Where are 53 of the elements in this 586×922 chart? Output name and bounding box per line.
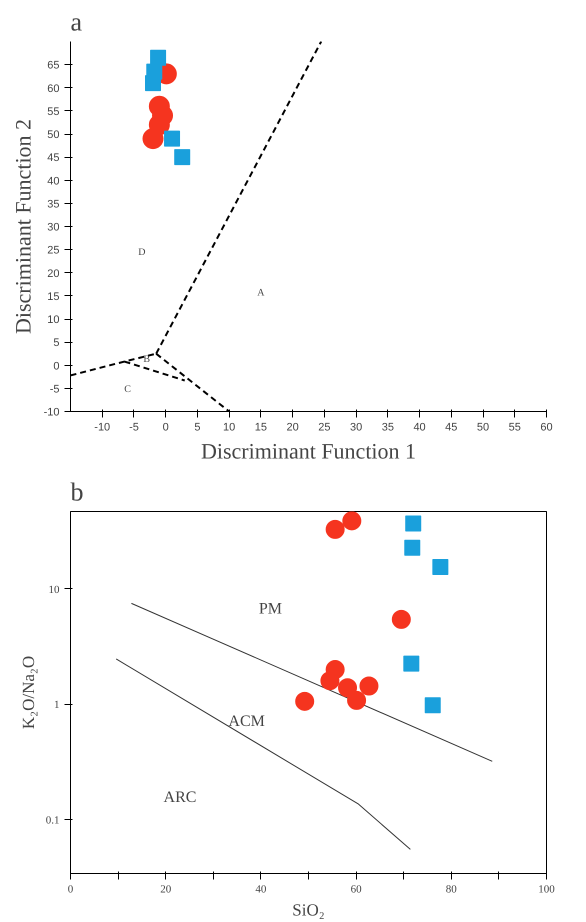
x-tick-label: 45 bbox=[445, 422, 458, 434]
y-axis-title: Discriminant Function 2 bbox=[10, 118, 36, 334]
x-tick-label: 60 bbox=[350, 884, 362, 896]
x-tick-label: -10 bbox=[94, 422, 110, 434]
y-tick-label: 10 bbox=[48, 584, 60, 596]
x-tick-label: 5 bbox=[194, 422, 200, 434]
chart-title: a bbox=[70, 8, 82, 36]
y-tick-label: -5 bbox=[50, 383, 60, 396]
annotation: D bbox=[138, 246, 146, 258]
y-tick-label: 15 bbox=[47, 290, 60, 303]
y-axis-title: K₂O/Na₂O bbox=[18, 656, 38, 730]
annotation: ACM bbox=[228, 712, 265, 730]
y-tick-label: 40 bbox=[47, 175, 60, 188]
y-tick-label: 60 bbox=[47, 82, 60, 95]
x-tick-label: 50 bbox=[476, 422, 490, 434]
y-tick-label: 55 bbox=[47, 106, 60, 118]
y-tick-label: 0 bbox=[53, 360, 60, 372]
x-axis-title: SiO₂ bbox=[292, 900, 325, 920]
y-tick-label: 50 bbox=[47, 129, 60, 141]
y-tick-label: 5 bbox=[53, 337, 60, 350]
y-tick-label: 25 bbox=[47, 244, 60, 257]
y-tick-label: 35 bbox=[47, 198, 60, 210]
x-tick-label: 0 bbox=[162, 422, 169, 434]
y-tick-label: 45 bbox=[47, 152, 60, 164]
x-tick-label: 20 bbox=[160, 884, 172, 896]
x-tick-label: 80 bbox=[446, 884, 458, 896]
x-tick-label: 100 bbox=[538, 884, 556, 896]
x-tick-label: 40 bbox=[255, 884, 267, 896]
x-tick-label: 30 bbox=[350, 422, 362, 434]
y-tick-label: -10 bbox=[44, 406, 60, 418]
x-tick-label: 35 bbox=[382, 422, 394, 434]
x-tick-label: 15 bbox=[254, 422, 268, 434]
x-tick-label: 0 bbox=[68, 884, 74, 896]
chart-title: b bbox=[70, 478, 84, 506]
y-tick-label: 10 bbox=[47, 314, 60, 326]
x-axis-title: Discriminant Function 1 bbox=[200, 438, 416, 464]
x-tick-label: 10 bbox=[223, 422, 236, 434]
y-tick-label: 1 bbox=[54, 699, 60, 712]
annotation: PM bbox=[258, 600, 282, 618]
y-tick-label: 65 bbox=[47, 60, 60, 72]
x-tick-label: 60 bbox=[540, 422, 553, 434]
x-tick-label: 20 bbox=[286, 422, 299, 434]
y-tick-label: 30 bbox=[47, 222, 60, 234]
y-tick-label: 20 bbox=[47, 268, 60, 280]
annotation: A bbox=[257, 288, 266, 299]
x-tick-label: 25 bbox=[318, 422, 330, 434]
y-tick-label: 0.1 bbox=[46, 814, 60, 826]
annotation: ARC bbox=[164, 788, 196, 806]
x-tick-label: -5 bbox=[129, 422, 139, 434]
annotation: C bbox=[124, 384, 132, 395]
x-tick-label: 40 bbox=[413, 422, 426, 434]
annotation: B bbox=[143, 354, 150, 366]
x-tick-label: 55 bbox=[508, 422, 521, 434]
